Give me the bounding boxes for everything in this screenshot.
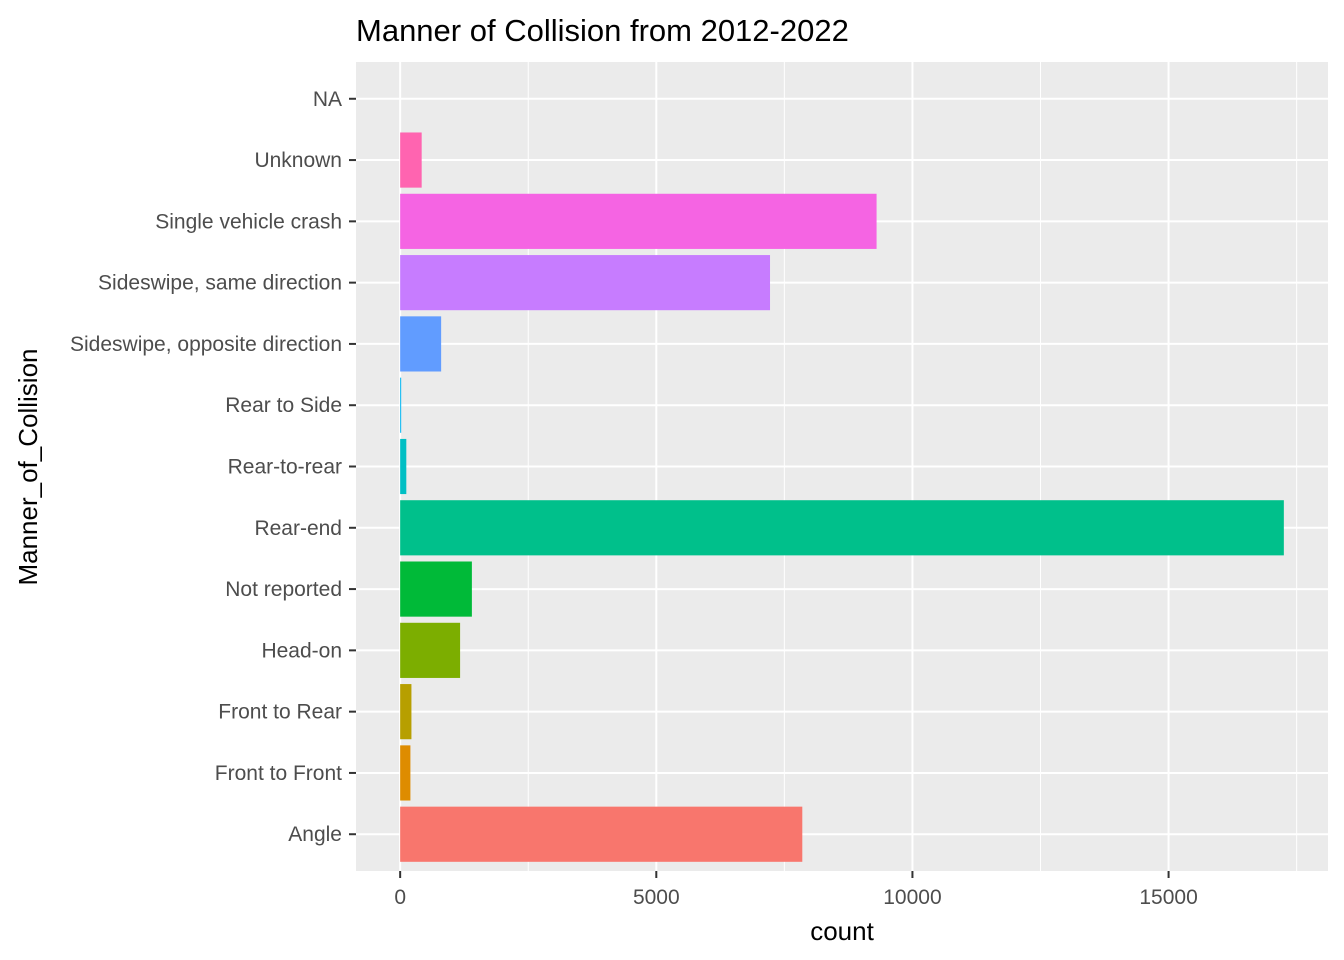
bar [400, 745, 411, 801]
y-tick-label: Rear to Side [225, 394, 342, 417]
bar [400, 684, 412, 740]
bar [400, 438, 407, 495]
y-tick-label: Not reported [225, 578, 342, 601]
y-tick-label: Sideswipe, opposite direction [70, 333, 342, 356]
y-tick-label: Rear-to-rear [228, 456, 342, 479]
bar [400, 132, 422, 188]
y-tick-label: Single vehicle crash [155, 210, 342, 233]
x-tick-label: 15000 [1139, 886, 1197, 909]
bar [400, 561, 472, 617]
chart-title: Manner of Collision from 2012-2022 [356, 13, 849, 48]
y-tick-label: Head-on [261, 639, 342, 662]
y-tick-label: Angle [288, 823, 342, 846]
bar [400, 377, 402, 433]
y-tick-label: Front to Rear [218, 701, 342, 724]
y-tick-label: NA [313, 88, 342, 111]
bars [400, 132, 1284, 862]
bar [400, 500, 1284, 556]
bar [400, 622, 461, 678]
x-tick-label: 5000 [633, 886, 680, 909]
y-tick-label: Front to Front [215, 762, 342, 785]
bar [400, 255, 771, 311]
x-tick-label: 10000 [883, 886, 941, 909]
y-axis-title: Manner_of_Collision [13, 348, 43, 585]
bar [400, 806, 803, 862]
bar [400, 193, 877, 249]
x-axis: 0 5000 10000 15000 [394, 871, 1198, 909]
y-tick-label: Sideswipe, same direction [98, 272, 342, 295]
bar [400, 316, 442, 372]
x-tick-label: 0 [394, 886, 406, 909]
y-tick-label: Rear-end [254, 517, 342, 540]
x-axis-title: count [810, 916, 874, 946]
y-axis: Angle Front to Front Front to Rear Head-on N… [70, 88, 356, 846]
y-tick-label: Unknown [254, 149, 342, 172]
